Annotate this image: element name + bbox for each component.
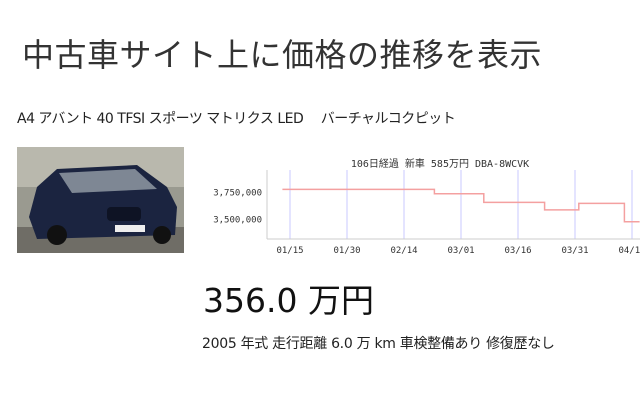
x-tick-label: 03/31 [561, 246, 588, 256]
y-tick-label: 3,750,000 [213, 189, 262, 199]
x-tick-label: 01/15 [276, 246, 303, 256]
car-specs: 2005 年式 走行距離 6.0 万 km 車検整備あり 修復歴なし [202, 336, 555, 352]
chart-title: 106日経過 新車 585万円 DBA-8WCVK [351, 157, 529, 170]
page-title: 中古車サイト上に価格の推移を表示 [22, 36, 543, 74]
car-name: A4 アバント 40 TFSI スポーツ マトリクス LED バーチャルコクピッ… [17, 111, 456, 127]
x-tick-label: 03/01 [447, 246, 474, 256]
car-photo [17, 147, 184, 253]
price-history-chart: 106日経過 新車 585万円 DBA-8WCVK 01/15 01/30 02/1… [213, 157, 640, 256]
x-tick-label: 03/16 [504, 246, 531, 256]
x-tick-label: 02/14 [390, 246, 417, 256]
price: 356.0 万円 [203, 281, 374, 320]
x-tick-label: 04/15 [618, 246, 640, 256]
x-tick-label: 01/30 [333, 246, 360, 256]
price-line [282, 188, 640, 223]
y-tick-label: 3,500,000 [213, 216, 262, 226]
